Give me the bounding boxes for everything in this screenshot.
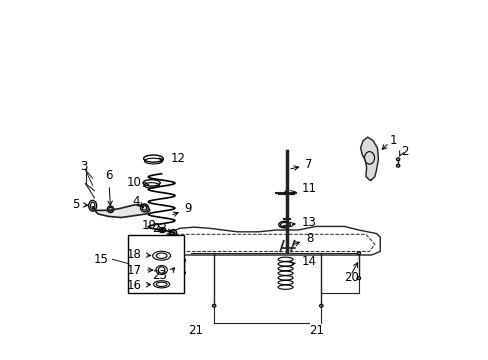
Ellipse shape	[182, 259, 185, 262]
Text: 10: 10	[126, 176, 148, 189]
Polygon shape	[93, 205, 149, 217]
Text: 15: 15	[94, 253, 108, 266]
Text: 12: 12	[159, 152, 185, 165]
Text: 22: 22	[152, 222, 172, 235]
Text: 2: 2	[400, 145, 407, 158]
Text: 16: 16	[127, 279, 150, 292]
Text: 4: 4	[133, 195, 143, 208]
Ellipse shape	[356, 252, 360, 255]
Text: 21: 21	[308, 324, 324, 337]
Text: 20: 20	[343, 271, 358, 284]
Text: 21: 21	[187, 324, 203, 337]
Ellipse shape	[175, 271, 179, 274]
Text: 14: 14	[290, 255, 316, 268]
Ellipse shape	[356, 277, 360, 280]
Ellipse shape	[395, 158, 399, 161]
Text: 17: 17	[127, 264, 152, 276]
Text: 11: 11	[290, 182, 316, 195]
Text: 7: 7	[290, 158, 312, 171]
Ellipse shape	[395, 164, 399, 167]
Ellipse shape	[212, 304, 216, 307]
Ellipse shape	[319, 304, 323, 307]
Text: 9: 9	[172, 202, 192, 216]
Text: 18: 18	[127, 248, 150, 261]
Text: 5: 5	[72, 198, 87, 211]
Text: 3: 3	[80, 160, 87, 173]
Bar	[128, 235, 183, 293]
Polygon shape	[360, 137, 378, 180]
Text: 8: 8	[294, 233, 313, 246]
Text: 13: 13	[290, 216, 316, 229]
Ellipse shape	[182, 271, 185, 274]
Text: 19: 19	[142, 219, 162, 232]
Text: 23: 23	[152, 269, 166, 282]
Text: 6: 6	[105, 169, 112, 206]
Ellipse shape	[175, 259, 179, 262]
Text: 1: 1	[388, 134, 396, 147]
